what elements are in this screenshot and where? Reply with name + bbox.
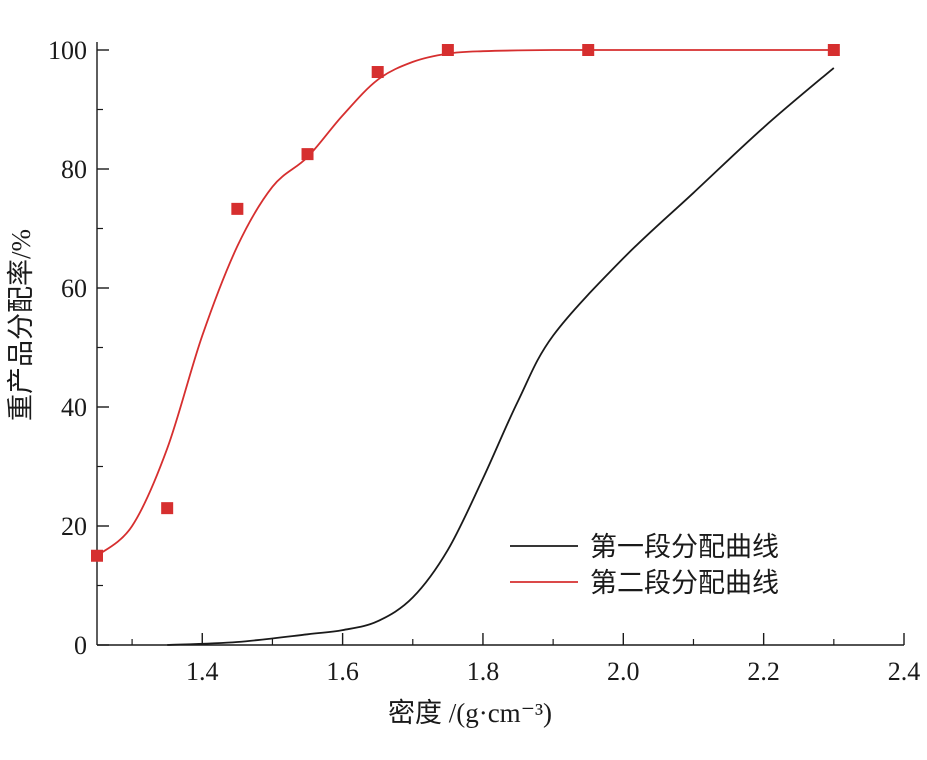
curves: [96, 49, 835, 646]
data-point-marker: [371, 66, 384, 79]
data-point-marker: [827, 44, 840, 56]
data-point-marker: [231, 202, 244, 215]
y-tick-label: 100: [48, 36, 87, 65]
data-point-marker: [301, 148, 314, 161]
y-tick-label: 40: [61, 393, 87, 422]
x-tick-label: 1.6: [326, 657, 359, 686]
y-tick-label: 20: [61, 512, 87, 541]
axes: 1.4 1.6 1.8 2.0 2.2 2.4 0 20 40 60 80 100: [48, 36, 920, 686]
y-axis-title: 重产品分配率/%: [6, 229, 36, 421]
legend-label-1: 第一段分配曲线: [590, 532, 779, 562]
y-tick-label: 60: [61, 274, 87, 303]
data-point-marker: [91, 549, 103, 562]
series-line-2: [96, 49, 834, 557]
data-point-marker: [582, 44, 595, 56]
data-point-marker: [441, 44, 454, 56]
legend-label-2: 第二段分配曲线: [590, 568, 779, 598]
y-tick-label: 0: [74, 631, 87, 660]
x-tick-label: 2.2: [747, 657, 780, 686]
x-tick-label: 2.0: [607, 657, 640, 686]
x-axis-title: 密度 /(g·cm⁻³): [388, 698, 552, 728]
data-point-marker: [161, 502, 174, 515]
markers: [91, 44, 840, 562]
y-tick-label: 80: [61, 155, 87, 184]
x-tick-label: 1.4: [186, 657, 219, 686]
x-tick-label: 1.8: [467, 657, 500, 686]
series-line-1: [167, 67, 835, 646]
x-tick-label: 2.4: [888, 657, 921, 686]
